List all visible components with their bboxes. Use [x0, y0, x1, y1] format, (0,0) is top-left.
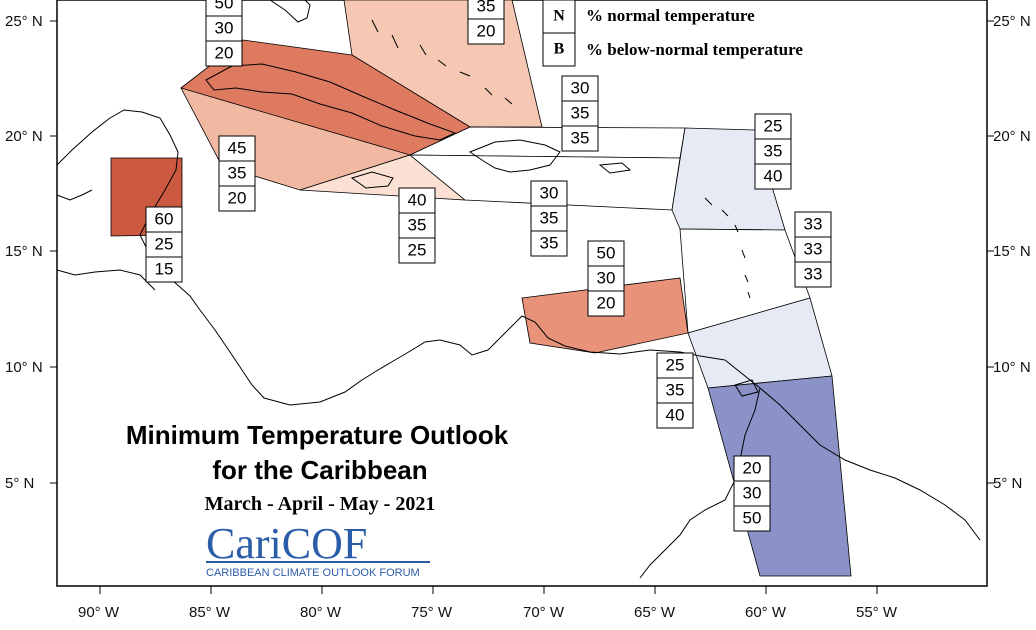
prob-above: 30	[571, 79, 590, 98]
prob-below: 33	[804, 265, 823, 284]
prob-below: 15	[155, 260, 174, 279]
prob-below: 40	[666, 406, 685, 425]
prob-above: 25	[666, 356, 685, 375]
prob-above: 20	[743, 459, 762, 478]
prob-box-belize: 60 25 15	[145, 206, 183, 283]
lon-label: 90° W	[78, 604, 120, 621]
prob-above: 33	[804, 215, 823, 234]
lon-label: 85° W	[189, 604, 231, 621]
prob-below: 20	[477, 22, 496, 41]
lat-label: 20° N	[993, 128, 1031, 145]
prob-box-trinidad: 25 35 40	[656, 352, 694, 429]
legend-key-b: B	[554, 41, 565, 58]
prob-above: 50	[597, 244, 616, 263]
prob-below: 20	[215, 44, 234, 63]
lat-label: 25° N	[993, 13, 1031, 30]
logo-wordmark: CariCOF	[206, 519, 367, 568]
lat-labels-right: 25° N 20° N 15° N 10° N 5° N	[993, 13, 1031, 492]
caricof-logo: CariCOF CARIBBEAN CLIMATE OUTLOOK FORUM	[206, 519, 430, 579]
prob-above: 50	[215, 0, 234, 13]
prob-box-jamaica: 40 35 25	[398, 187, 436, 264]
lat-label: 15° N	[5, 243, 43, 260]
legend: N % normal temperature B % below-normal …	[542, 0, 803, 67]
prob-normal: 35	[764, 142, 783, 161]
prob-above: 60	[155, 210, 174, 229]
lat-label: 5° N	[5, 475, 34, 492]
lat-label: 15° N	[993, 243, 1031, 260]
legend-key-n: N	[553, 8, 565, 25]
map-title-line1: Minimum Temperature Outlook	[126, 420, 509, 450]
prob-box-hispaniola-pr: 30 35 35	[530, 180, 568, 257]
prob-box-turks-caicos: 30 35 35	[561, 75, 599, 152]
lat-ticks-left	[50, 20, 57, 484]
lat-label: 10° N	[993, 359, 1031, 376]
prob-below: 40	[764, 167, 783, 186]
lon-label: 60° W	[745, 604, 787, 621]
prob-normal: 30	[215, 19, 234, 38]
lon-label: 70° W	[523, 604, 565, 621]
prob-below: 35	[571, 129, 590, 148]
prob-box-cuba: 50 30 20	[205, 0, 243, 67]
lat-label: 25° N	[5, 13, 43, 30]
prob-below: 20	[228, 189, 247, 208]
prob-below: 50	[743, 509, 762, 528]
prob-normal: 30	[743, 484, 762, 503]
prob-above: 30	[540, 184, 559, 203]
lat-label: 10° N	[5, 359, 43, 376]
lon-label: 80° W	[300, 604, 342, 621]
coastlines	[56, 0, 981, 579]
lon-label: 65° W	[634, 604, 676, 621]
prob-below: 20	[597, 294, 616, 313]
prob-normal: 35	[666, 381, 685, 400]
prob-normal: 25	[155, 235, 174, 254]
legend-label-n: % normal temperature	[586, 6, 755, 25]
lat-label: 20° N	[5, 128, 43, 145]
prob-above: 40	[408, 191, 427, 210]
legend-label-b: % below-normal temperature	[586, 40, 803, 59]
prob-normal: 30	[597, 269, 616, 288]
prob-box-leeward-islands: 25 35 40	[754, 113, 792, 190]
lat-labels-left: 25° N 20° N 15° N 10° N 5° N	[5, 13, 43, 492]
prob-box-bahamas: 35 20	[467, 0, 505, 45]
lon-labels: 90° W 85° W 80° W 75° W 70° W 65° W 60° …	[78, 604, 898, 621]
legend-key-box	[542, 0, 576, 34]
season-subtitle: March - April - May - 2021	[205, 493, 436, 515]
prob-normal: 35	[408, 216, 427, 235]
prob-above: 45	[228, 139, 247, 158]
prob-above: 25	[764, 117, 783, 136]
prob-below: 25	[408, 241, 427, 260]
prob-normal: 35	[540, 209, 559, 228]
prob-normal: 35	[228, 164, 247, 183]
prob-box-western-caribbean: 45 35 20	[218, 135, 256, 212]
prob-box-abc-islands: 50 30 20	[587, 240, 625, 317]
prob-normal: 33	[804, 240, 823, 259]
lon-ticks	[99, 586, 878, 594]
legend-key-box	[542, 32, 576, 67]
prob-normal: 35	[477, 0, 496, 16]
lon-label: 55° W	[856, 604, 898, 621]
logo-subtitle: CARIBBEAN CLIMATE OUTLOOK FORUM	[206, 567, 420, 579]
map-title-line2: for the Caribbean	[212, 455, 427, 485]
lon-label: 75° W	[411, 604, 453, 621]
prob-normal: 35	[571, 104, 590, 123]
prob-box-guianas: 20 30 50	[733, 455, 771, 532]
lat-ticks-right	[987, 20, 994, 484]
prob-box-windward-islands: 33 33 33	[794, 211, 832, 288]
prob-below: 35	[540, 234, 559, 253]
lat-label: 5° N	[993, 475, 1022, 492]
